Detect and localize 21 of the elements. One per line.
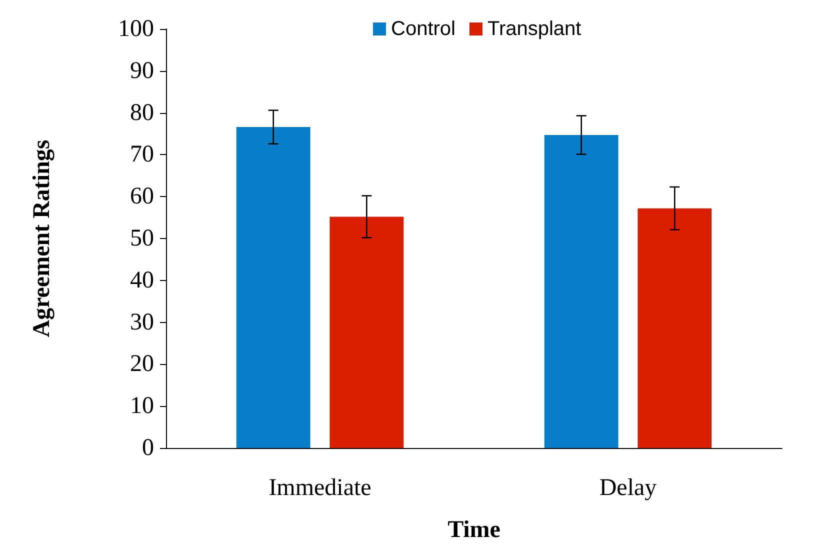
y-tick-label: 50 (130, 226, 154, 252)
y-tick-label: 0 (142, 435, 154, 461)
y-tick-label: 90 (130, 58, 154, 84)
y-tick-label: 100 (118, 16, 154, 42)
bar (544, 135, 618, 448)
y-tick-label: 40 (130, 267, 154, 294)
bar (236, 127, 310, 448)
y-tick-label: 70 (130, 142, 154, 168)
y-axis-title: Agreement Ratings (29, 140, 55, 338)
legend-label: Control (391, 18, 456, 40)
bar (638, 208, 712, 448)
y-tick-label: 10 (130, 393, 154, 420)
bar (330, 216, 404, 448)
x-tick-label: Delay (599, 475, 657, 501)
y-tick-label: 60 (130, 184, 154, 210)
x-axis-title: Time (448, 517, 501, 543)
legend-label: Transplant (487, 18, 582, 40)
y-tick-label: 30 (130, 309, 154, 336)
x-tick-label: Immediate (268, 475, 372, 501)
y-tick-label: 20 (130, 351, 154, 378)
y-tick-label: 80 (130, 100, 154, 126)
